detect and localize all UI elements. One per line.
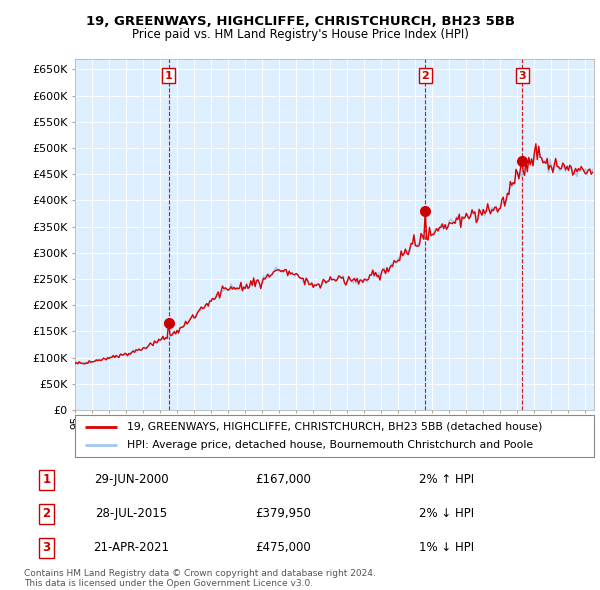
Text: 3: 3 bbox=[518, 71, 526, 80]
Text: 19, GREENWAYS, HIGHCLIFFE, CHRISTCHURCH, BH23 5BB (detached house): 19, GREENWAYS, HIGHCLIFFE, CHRISTCHURCH,… bbox=[127, 422, 542, 432]
Text: 1: 1 bbox=[165, 71, 172, 80]
Text: £475,000: £475,000 bbox=[256, 541, 311, 555]
Text: 19, GREENWAYS, HIGHCLIFFE, CHRISTCHURCH, BH23 5BB: 19, GREENWAYS, HIGHCLIFFE, CHRISTCHURCH,… bbox=[86, 15, 515, 28]
Text: 2: 2 bbox=[43, 507, 50, 520]
Text: £167,000: £167,000 bbox=[256, 473, 311, 486]
Text: 28-JUL-2015: 28-JUL-2015 bbox=[95, 507, 167, 520]
Text: 21-APR-2021: 21-APR-2021 bbox=[93, 541, 169, 555]
Text: 1% ↓ HPI: 1% ↓ HPI bbox=[419, 541, 474, 555]
FancyBboxPatch shape bbox=[75, 415, 594, 457]
Text: 2% ↑ HPI: 2% ↑ HPI bbox=[419, 473, 474, 486]
Text: 1: 1 bbox=[43, 473, 50, 486]
Text: Contains HM Land Registry data © Crown copyright and database right 2024.
This d: Contains HM Land Registry data © Crown c… bbox=[24, 569, 376, 588]
Text: 2: 2 bbox=[421, 71, 429, 80]
Text: Price paid vs. HM Land Registry's House Price Index (HPI): Price paid vs. HM Land Registry's House … bbox=[131, 28, 469, 41]
Text: 3: 3 bbox=[43, 541, 50, 555]
Text: HPI: Average price, detached house, Bournemouth Christchurch and Poole: HPI: Average price, detached house, Bour… bbox=[127, 440, 533, 450]
Text: 2% ↓ HPI: 2% ↓ HPI bbox=[419, 507, 474, 520]
Text: 29-JUN-2000: 29-JUN-2000 bbox=[94, 473, 169, 486]
Text: £379,950: £379,950 bbox=[256, 507, 311, 520]
